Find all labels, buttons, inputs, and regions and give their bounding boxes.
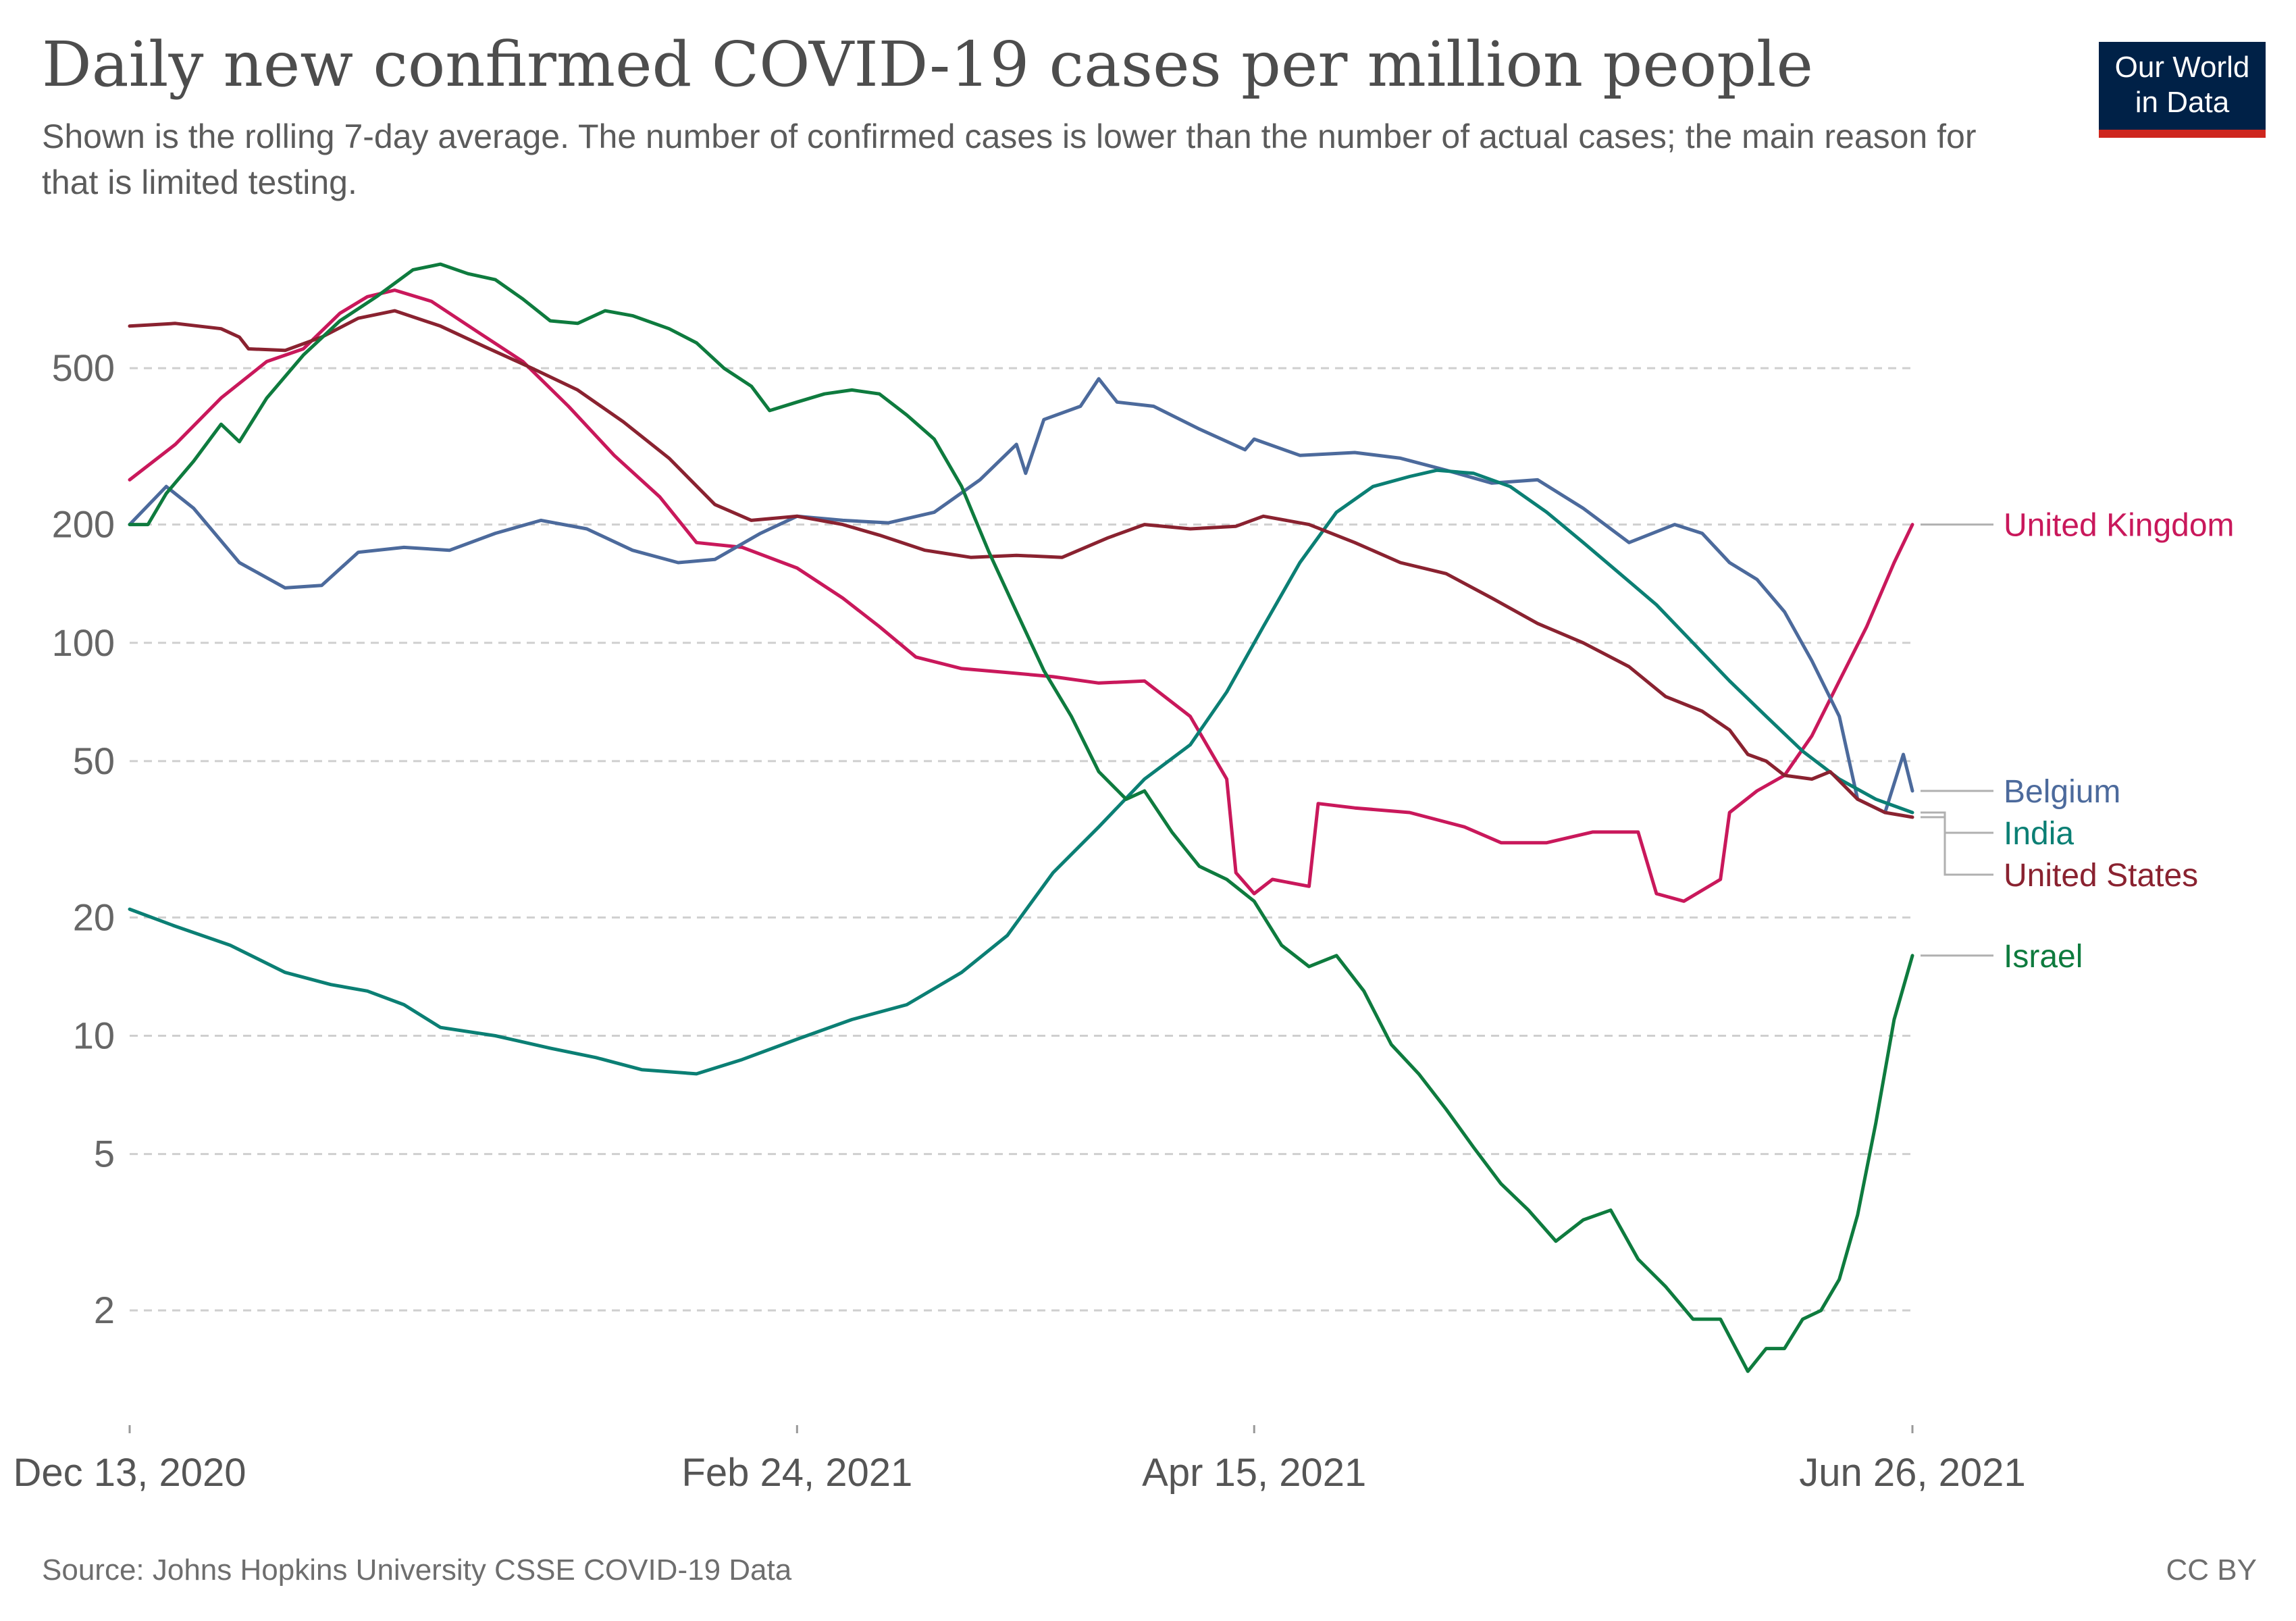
series-label-belgium: Belgium xyxy=(2004,774,2120,810)
x-tick-label: Apr 15, 2021 xyxy=(1142,1451,1366,1495)
series-label-israel: Israel xyxy=(2004,939,2083,975)
series-line-united-kingdom xyxy=(128,288,1914,903)
source-note[interactable]: Source: Johns Hopkins University CSSE CO… xyxy=(42,1553,792,1587)
owid-logo[interactable]: Our World in Data xyxy=(2099,42,2266,138)
y-tick-label: 500 xyxy=(52,346,115,389)
logo-line-2: in Data xyxy=(2135,86,2230,119)
license-link[interactable]: CC BY xyxy=(2166,1553,2257,1587)
chart-title: Daily new confirmed COVID-19 cases per m… xyxy=(42,28,1813,101)
series-label-united-kingdom: United Kingdom xyxy=(2004,508,2235,544)
y-tick-label: 100 xyxy=(52,621,115,664)
y-tick-label: 200 xyxy=(52,503,115,546)
logo-line-1: Our World xyxy=(2114,51,2250,84)
x-tick-label: Feb 24, 2021 xyxy=(681,1451,912,1495)
series-line-india xyxy=(128,468,1914,1076)
label-connector-united-states xyxy=(1921,816,1993,876)
gridlines xyxy=(130,367,1912,1312)
series-label-united-states: United States xyxy=(2004,858,2198,894)
series-line-israel xyxy=(128,262,1914,1373)
label-connector-india xyxy=(1921,811,1993,834)
series-lines xyxy=(128,262,1914,1373)
y-tick-label: 10 xyxy=(73,1014,115,1057)
x-tick-label: Jun 26, 2021 xyxy=(1799,1451,2025,1495)
y-tick-label: 2 xyxy=(94,1289,115,1331)
y-tick-label: 5 xyxy=(94,1133,115,1175)
y-tick-label: 20 xyxy=(73,896,115,938)
y-axis-ticks: 2 5 10 20 50 100 200 500 xyxy=(52,346,115,1331)
x-axis-ticks: Dec 13, 2020 Feb 24, 2021 Apr 15, 2021 Jun … xyxy=(13,1425,2026,1495)
y-tick-label: 50 xyxy=(73,740,115,782)
series-line-united-states xyxy=(128,309,1914,819)
series-line-belgium xyxy=(128,377,1914,815)
series-labels: United Kingdom Belgium India United States I… xyxy=(1921,508,2235,975)
x-tick-label: Dec 13, 2020 xyxy=(13,1451,246,1495)
series-label-india: India xyxy=(2004,816,2074,852)
chart-subtitle: Shown is the rolling 7-day average. The … xyxy=(42,118,1977,201)
